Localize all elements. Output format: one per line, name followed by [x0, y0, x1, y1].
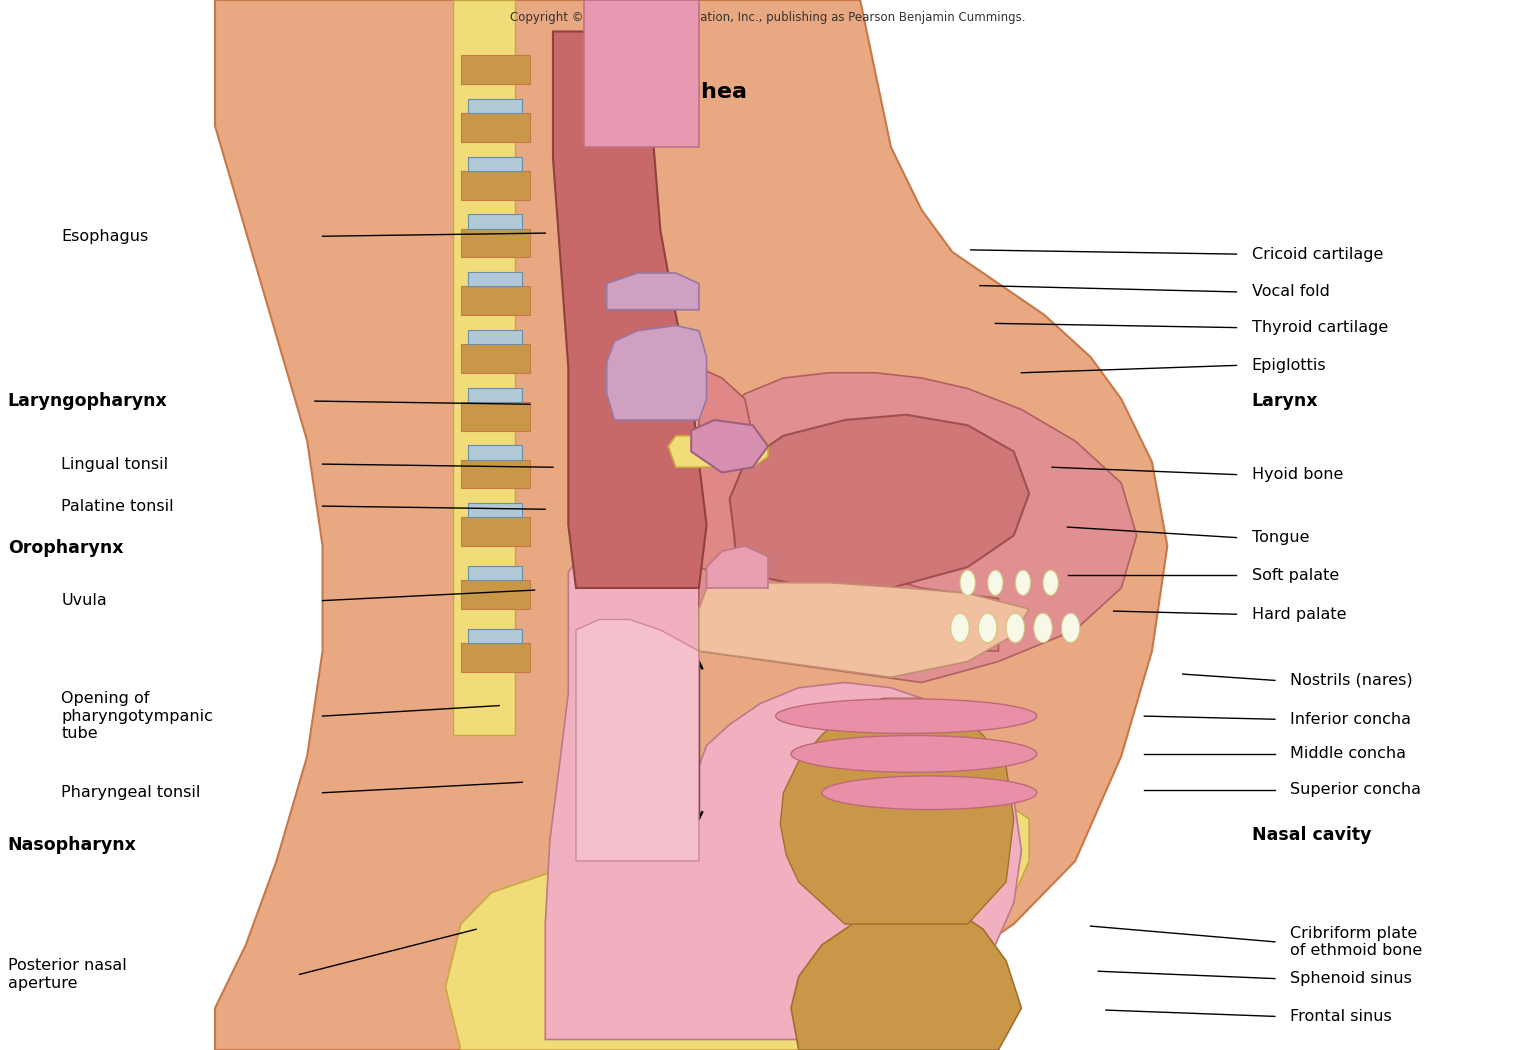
Polygon shape — [461, 644, 530, 672]
Text: Frontal sinus: Frontal sinus — [1290, 1009, 1392, 1024]
Polygon shape — [780, 698, 1014, 924]
Ellipse shape — [776, 699, 1037, 733]
Polygon shape — [468, 156, 522, 171]
Text: Sphenoid sinus: Sphenoid sinus — [1290, 971, 1412, 986]
Polygon shape — [691, 420, 768, 472]
Text: Tongue: Tongue — [1252, 530, 1309, 545]
Polygon shape — [461, 460, 530, 488]
Polygon shape — [707, 546, 768, 588]
Ellipse shape — [822, 776, 1037, 810]
Text: Esophagus: Esophagus — [61, 229, 149, 244]
Text: Posterior nasal
aperture: Posterior nasal aperture — [8, 959, 126, 990]
Text: Opening of
pharyngotympanic
tube: Opening of pharyngotympanic tube — [61, 691, 214, 741]
Polygon shape — [699, 373, 1137, 682]
Polygon shape — [699, 368, 998, 651]
Polygon shape — [461, 229, 530, 257]
Polygon shape — [461, 56, 530, 84]
Polygon shape — [461, 581, 530, 609]
Polygon shape — [791, 903, 1021, 1050]
Text: Palatine tonsil: Palatine tonsil — [61, 499, 174, 513]
Ellipse shape — [960, 570, 975, 595]
Polygon shape — [461, 518, 530, 546]
Ellipse shape — [791, 735, 1037, 773]
Polygon shape — [468, 99, 522, 113]
Polygon shape — [468, 272, 522, 287]
Polygon shape — [453, 0, 515, 735]
Polygon shape — [553, 32, 707, 588]
Text: Lingual tonsil: Lingual tonsil — [61, 457, 169, 471]
Ellipse shape — [1034, 613, 1052, 643]
Polygon shape — [461, 287, 530, 315]
Polygon shape — [584, 0, 699, 147]
Polygon shape — [699, 583, 1029, 677]
Polygon shape — [445, 766, 1029, 1050]
Polygon shape — [576, 620, 699, 861]
Ellipse shape — [988, 570, 1003, 595]
Polygon shape — [468, 445, 522, 460]
Text: Hyoid bone: Hyoid bone — [1252, 467, 1342, 482]
Ellipse shape — [1015, 570, 1031, 595]
Text: Vocal fold: Vocal fold — [1252, 285, 1330, 299]
Text: Hard palate: Hard palate — [1252, 607, 1347, 622]
Text: Cribriform plate
of ethmoid bone: Cribriform plate of ethmoid bone — [1290, 926, 1422, 958]
Ellipse shape — [1043, 570, 1058, 595]
Text: Cricoid cartilage: Cricoid cartilage — [1252, 247, 1384, 261]
Text: Oropharynx: Oropharynx — [8, 539, 123, 558]
Polygon shape — [215, 0, 1167, 1050]
Polygon shape — [461, 344, 530, 373]
Text: Nasopharynx: Nasopharynx — [8, 836, 137, 855]
Polygon shape — [468, 330, 522, 344]
Text: Nostrils (nares): Nostrils (nares) — [1290, 673, 1413, 688]
Polygon shape — [545, 536, 1021, 1040]
Text: Inferior concha: Inferior concha — [1290, 712, 1412, 727]
Polygon shape — [461, 113, 530, 142]
Text: Nasal cavity: Nasal cavity — [1252, 825, 1372, 844]
Text: Superior concha: Superior concha — [1290, 782, 1421, 797]
Text: Larynx: Larynx — [1252, 392, 1318, 411]
Polygon shape — [668, 436, 768, 467]
Text: Middle concha: Middle concha — [1290, 747, 1407, 761]
Text: Copyright © 2009 Pearson Education, Inc., publishing as Pearson Benjamin Cumming: Copyright © 2009 Pearson Education, Inc.… — [510, 12, 1026, 24]
Text: Trachea: Trachea — [650, 82, 748, 103]
Text: Epiglottis: Epiglottis — [1252, 358, 1327, 373]
Text: Uvula: Uvula — [61, 593, 108, 608]
Polygon shape — [461, 171, 530, 200]
Polygon shape — [468, 629, 522, 644]
Text: Soft palate: Soft palate — [1252, 568, 1339, 583]
Polygon shape — [461, 402, 530, 430]
Ellipse shape — [978, 613, 997, 643]
Ellipse shape — [1006, 613, 1025, 643]
Polygon shape — [607, 326, 707, 420]
Text: Thyroid cartilage: Thyroid cartilage — [1252, 320, 1389, 335]
Polygon shape — [468, 566, 522, 581]
Text: Laryngopharynx: Laryngopharynx — [8, 392, 167, 411]
Polygon shape — [468, 387, 522, 402]
Polygon shape — [730, 415, 1029, 588]
Ellipse shape — [951, 613, 969, 643]
Polygon shape — [607, 273, 699, 310]
Ellipse shape — [1061, 613, 1080, 643]
Text: Pharyngeal tonsil: Pharyngeal tonsil — [61, 785, 201, 800]
Polygon shape — [468, 214, 522, 229]
Polygon shape — [468, 503, 522, 518]
